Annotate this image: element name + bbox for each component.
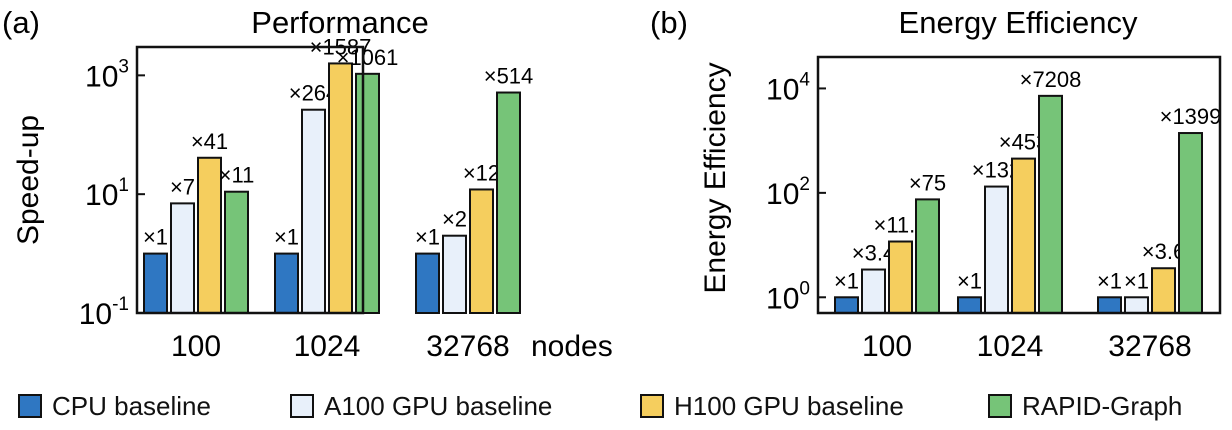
y-axis-label: Speed-up <box>12 115 45 245</box>
legend-swatch-a100 <box>290 394 314 418</box>
x-category-label: 100 <box>862 330 912 363</box>
bar-h100-1024 <box>1011 157 1036 314</box>
legend-label-cpu: CPU baseline <box>52 390 211 421</box>
bar-h100-100 <box>197 156 222 314</box>
legend-swatch-cpu <box>18 394 42 418</box>
bar-a100-32768 <box>442 234 467 314</box>
y-tick-label: 102 <box>766 174 810 211</box>
legend-item-rapid: RAPID-Graph <box>988 391 1182 421</box>
data-label-h100-32768: ×3.6 <box>1142 239 1185 264</box>
y-tick-label: 101 <box>85 175 129 212</box>
data-label-rapid-1024: ×7208 <box>1020 67 1082 92</box>
x-category-label: 32768 <box>1108 330 1191 363</box>
plot-frame <box>816 55 1222 315</box>
data-label-rapid-32768: ×514 <box>484 64 534 89</box>
data-label-rapid-32768: ×1399 <box>1160 104 1222 129</box>
y-tick-label: 104 <box>766 69 810 106</box>
bar-cpu-100 <box>834 296 859 314</box>
data-label-cpu-32768: ×1 <box>415 225 440 250</box>
data-label-cpu-32768: ×1 <box>1097 268 1122 293</box>
data-label-a100-100: ×7 <box>170 174 195 199</box>
x-category-label: 100 <box>171 330 221 363</box>
data-label-h100-100: ×41 <box>191 129 228 154</box>
x-category-label: 1024 <box>294 330 361 363</box>
bar-cpu-100 <box>143 252 168 314</box>
legend: CPU baseline A100 GPU baseline H100 GPU … <box>0 383 1232 427</box>
bar-rapid-1024 <box>355 72 380 314</box>
bar-h100-100 <box>888 240 913 315</box>
data-label-rapid-1024: ×1061 <box>337 45 399 70</box>
legend-swatch-h100 <box>640 394 664 418</box>
legend-label-h100: H100 GPU baseline <box>674 390 904 421</box>
bar-cpu-1024 <box>274 252 299 314</box>
bar-cpu-32768 <box>1097 296 1122 314</box>
x-category-label: 1024 <box>977 330 1044 363</box>
legend-item-cpu: CPU baseline <box>18 391 211 421</box>
x-category-label: 32768 <box>426 330 509 363</box>
bar-rapid-1024 <box>1038 94 1063 315</box>
bar-h100-32768 <box>1151 267 1176 314</box>
legend-label-a100: A100 GPU baseline <box>324 390 553 421</box>
plot-frame <box>135 45 365 315</box>
bar-rapid-32768 <box>496 91 521 315</box>
bar-cpu-32768 <box>415 252 440 314</box>
data-label-cpu-100: ×1 <box>143 225 168 250</box>
bar-a100-100 <box>861 268 886 315</box>
bar-a100-100 <box>170 202 195 314</box>
y-tick-label: 100 <box>766 278 810 315</box>
legend-label-rapid: RAPID-Graph <box>1022 390 1183 421</box>
bar-h100-1024 <box>328 62 353 315</box>
panel-letter: (a) <box>2 5 40 40</box>
data-label-a100-100: ×3.4 <box>852 241 895 266</box>
data-label-h100-32768: ×12 <box>463 160 500 185</box>
chart-title: Performance <box>251 5 428 40</box>
y-tick-label: 103 <box>85 56 129 93</box>
data-label-a100-32768: ×2 <box>442 207 467 232</box>
data-label-cpu-1024: ×1 <box>274 225 299 250</box>
bar-rapid-100 <box>915 198 940 315</box>
y-tick-label: 10-1 <box>79 294 129 331</box>
bar-a100-1024 <box>301 108 326 314</box>
bar-rapid-100 <box>224 190 249 314</box>
legend-item-a100: A100 GPU baseline <box>290 391 552 421</box>
legend-item-h100: H100 GPU baseline <box>640 391 904 421</box>
bar-a100-1024 <box>984 185 1009 314</box>
data-label-cpu-1024: ×1 <box>957 268 982 293</box>
data-label-cpu-100: ×1 <box>834 268 859 293</box>
legend-swatch-rapid <box>988 394 1012 418</box>
bar-a100-32768 <box>1124 296 1149 314</box>
bar-h100-32768 <box>469 188 494 314</box>
panel-letter: (b) <box>650 5 688 40</box>
chart-title: Energy Efficiency <box>899 5 1138 40</box>
x-axis-suffix: nodes <box>531 330 613 363</box>
bar-cpu-1024 <box>957 296 982 314</box>
bar-rapid-32768 <box>1178 132 1203 314</box>
data-label-rapid-100: ×75 <box>909 170 946 195</box>
data-label-rapid-100: ×11 <box>219 163 255 188</box>
data-label-a100-32768: ×1 <box>1124 268 1149 293</box>
y-axis-label: Energy Efficiency <box>699 62 732 293</box>
